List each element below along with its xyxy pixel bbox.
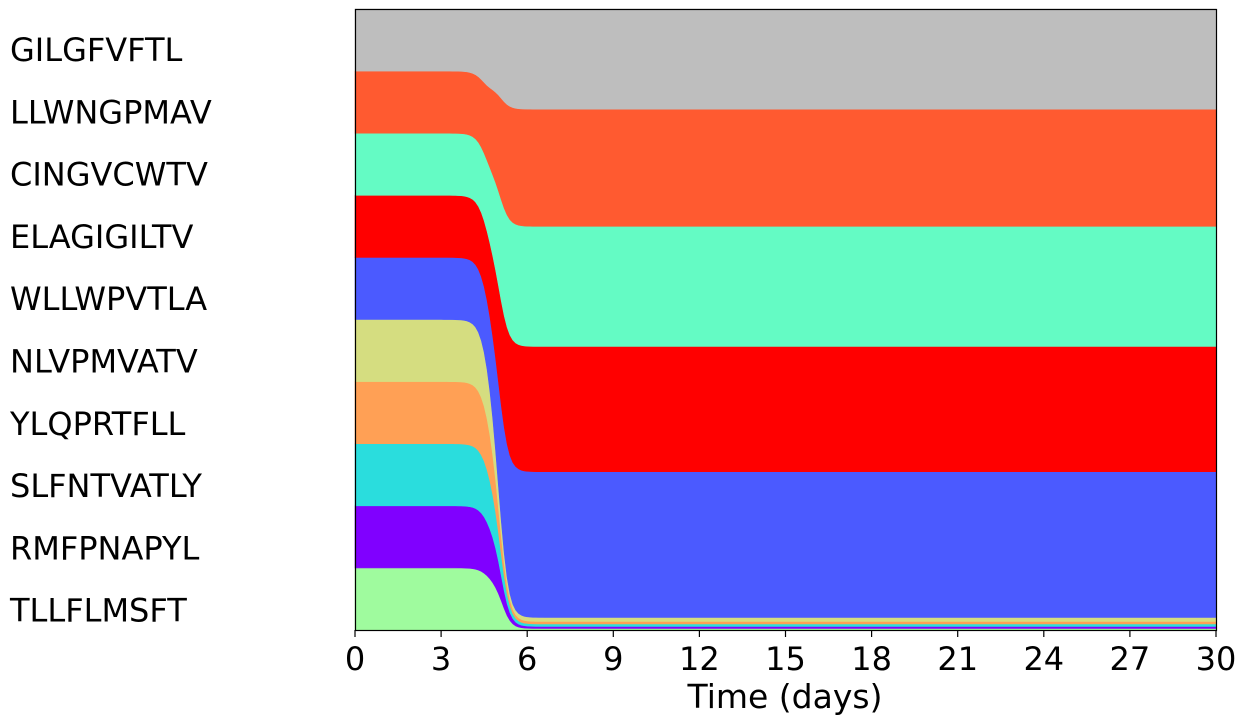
- x-tick-label: 27: [1110, 640, 1151, 678]
- x-tick-label: 0: [345, 640, 365, 678]
- series-label-elagigiltv: ELAGIGILTV: [10, 218, 194, 256]
- x-tick-label: 3: [431, 640, 451, 678]
- series-label-slfntvatly: SLFNTVATLY: [10, 467, 202, 505]
- x-axis: 0 3 6 9 12 15 18 21 24 27 30: [345, 630, 1237, 678]
- x-tick-label: 15: [765, 640, 806, 678]
- series-label-cingvcwtv: CINGVCWTV: [10, 156, 208, 194]
- x-tick-label: 12: [679, 640, 720, 678]
- series-label-gilgfvftl: GILGFVFTL: [10, 31, 183, 69]
- area-layers: [354, 8, 1217, 631]
- x-tick-label: 24: [1023, 640, 1064, 678]
- x-tick-label: 18: [851, 640, 892, 678]
- x-tick-label: 21: [937, 640, 978, 678]
- series-label-wllwpvtla: WLLWPVTLA: [10, 280, 207, 318]
- x-axis-label: Time (days): [687, 677, 883, 716]
- series-label-nlvpmvatv: NLVPMVATV: [10, 343, 198, 381]
- x-tick-label: 9: [603, 640, 623, 678]
- series-labels: GILGFVFTL LLWNGPMAV CINGVCWTV ELAGIGILTV WLL…: [9, 31, 212, 630]
- series-label-llwngpmav: LLWNGPMAV: [10, 93, 212, 131]
- x-tick-label: 30: [1196, 640, 1237, 678]
- series-label-tllflmsft: TLLFLMSFT: [9, 592, 187, 630]
- x-tick-label: 6: [517, 640, 537, 678]
- series-label-rmfpnapyl: RMFPNAPYL: [10, 529, 200, 567]
- series-label-ylqprtfll: YLQPRTFLL: [9, 405, 186, 443]
